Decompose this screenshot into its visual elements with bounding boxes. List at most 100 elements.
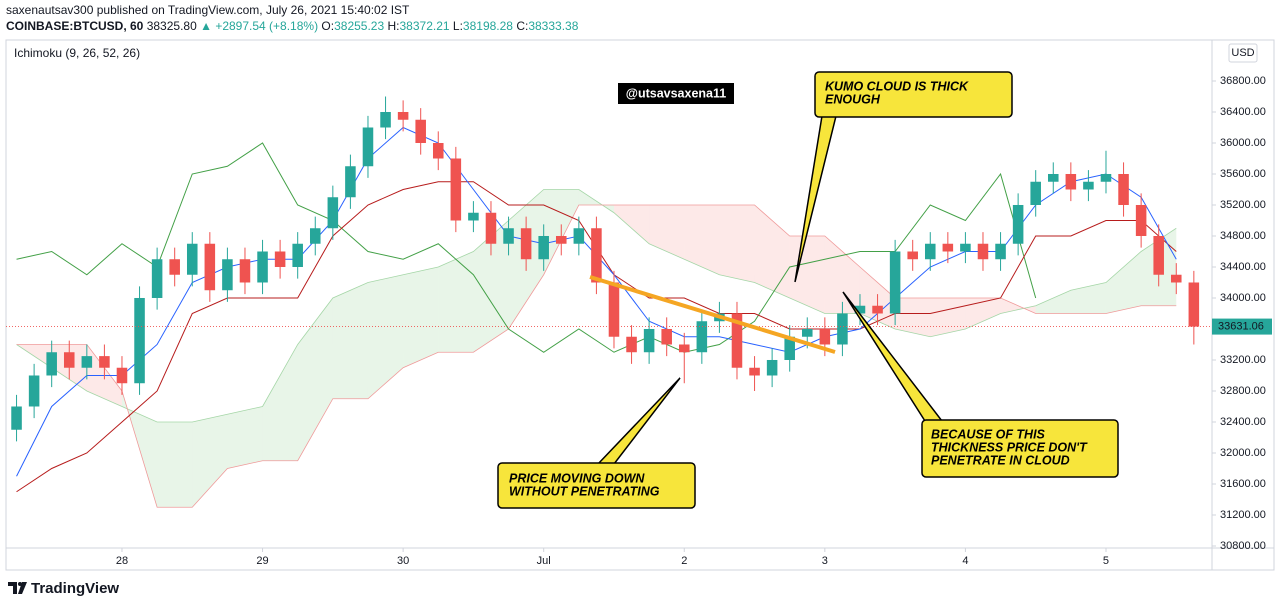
last-price-label: 33631.06 bbox=[1218, 320, 1264, 332]
y-tick-label: 34800.00 bbox=[1220, 230, 1266, 242]
y-tick-label: 34000.00 bbox=[1220, 292, 1266, 304]
candle-body bbox=[28, 375, 40, 407]
candle-body bbox=[1188, 282, 1200, 327]
x-tick-label: 28 bbox=[116, 555, 128, 567]
cloud-segment bbox=[438, 251, 474, 353]
candle-body bbox=[960, 243, 971, 252]
price: 38325.80 bbox=[147, 19, 197, 33]
candle-body bbox=[573, 228, 585, 244]
cloud-segment bbox=[403, 266, 439, 368]
candle-body bbox=[643, 328, 655, 353]
callout-text: WITHOUT PENETRATING bbox=[509, 484, 660, 498]
candle-body bbox=[872, 305, 883, 314]
candle-body bbox=[503, 228, 514, 244]
candle-body bbox=[678, 344, 690, 353]
candle-body bbox=[1153, 235, 1164, 275]
x-tick-label: Jul bbox=[537, 555, 551, 567]
x-tick-label: 29 bbox=[256, 555, 268, 567]
candle-body bbox=[63, 352, 75, 368]
callout-text: KUMO CLOUD IS THICK bbox=[825, 79, 969, 93]
ohlc-value: 38333.38 bbox=[528, 19, 578, 33]
candle-body bbox=[854, 305, 866, 314]
candle-body bbox=[169, 259, 180, 275]
callout-box bbox=[814, 71, 1013, 118]
y-tick-label: 32000.00 bbox=[1220, 447, 1266, 459]
watermark-box bbox=[618, 83, 734, 104]
y-tick-label: 32400.00 bbox=[1220, 416, 1266, 428]
senkou-span-b bbox=[16, 204, 1177, 508]
y-tick-label: 36800.00 bbox=[1220, 75, 1266, 87]
candle-body bbox=[204, 243, 216, 291]
candle-body bbox=[661, 328, 672, 345]
candle-body bbox=[327, 197, 339, 229]
candle-body bbox=[81, 356, 93, 368]
brand: TradingView bbox=[31, 580, 119, 597]
cloud-segment bbox=[965, 297, 1001, 329]
candle-body bbox=[292, 243, 303, 267]
candle-body bbox=[749, 367, 760, 376]
chikou-line bbox=[16, 142, 1037, 353]
watermark: @utsavsaxena11 bbox=[626, 86, 726, 100]
x-tick-label: 3 bbox=[822, 555, 828, 567]
candle-body bbox=[801, 328, 813, 337]
callout-text: THICKNESS PRICE DON'T bbox=[931, 440, 1088, 454]
candle-body bbox=[907, 251, 918, 260]
currency: USD bbox=[1231, 47, 1254, 59]
candle-body bbox=[555, 235, 567, 244]
indicator-label: Ichimoku (9, 26, 52, 26) bbox=[14, 46, 140, 60]
candle-body bbox=[257, 251, 268, 283]
ohlc-value: 38372.21 bbox=[400, 19, 450, 33]
chart-frame bbox=[5, 39, 1275, 571]
callout-text: PENETRATE IN CLOUD bbox=[931, 453, 1070, 467]
trend-line bbox=[589, 275, 836, 354]
ohlc-value: 38198.28 bbox=[463, 19, 513, 33]
cloud-segment bbox=[895, 297, 931, 337]
logo-mark bbox=[8, 582, 17, 594]
x-tick-label: 5 bbox=[1103, 555, 1109, 567]
y-tick-label: 36000.00 bbox=[1220, 137, 1266, 149]
last-price-box bbox=[1212, 318, 1272, 335]
logo-mark bbox=[18, 582, 27, 594]
candle-body bbox=[591, 228, 602, 283]
cloud-segment bbox=[262, 344, 298, 461]
candle-body bbox=[415, 119, 426, 143]
x-tick-label: 30 bbox=[397, 555, 409, 567]
callout-text: PRICE MOVING DOWN bbox=[509, 471, 645, 485]
ohlc-label: O: bbox=[321, 19, 334, 33]
cloud-segment bbox=[227, 406, 263, 469]
cloud-segment bbox=[1035, 290, 1071, 314]
candle-body bbox=[977, 243, 989, 260]
callout-text: BECAUSE OF THIS bbox=[931, 427, 1046, 441]
y-tick-label: 35200.00 bbox=[1220, 199, 1266, 211]
cloud-segment bbox=[157, 421, 193, 508]
candle-body bbox=[538, 235, 549, 260]
candle-body bbox=[520, 228, 532, 260]
symbol: COINBASE:BTCUSD, 60 bbox=[6, 19, 144, 33]
cloud-segment bbox=[684, 204, 720, 275]
y-tick-label: 31600.00 bbox=[1220, 478, 1266, 490]
cloud-segment bbox=[789, 235, 825, 314]
candle-body bbox=[696, 321, 708, 353]
ohlc-label: L: bbox=[453, 19, 463, 33]
candle-body bbox=[432, 142, 444, 159]
cloud-segment bbox=[649, 204, 685, 260]
senkou-span-a bbox=[16, 189, 1177, 423]
candle-body bbox=[222, 259, 233, 291]
cloud-segment bbox=[1105, 251, 1142, 314]
currency-box bbox=[1228, 43, 1258, 63]
candle-body bbox=[819, 328, 831, 345]
y-tick-label: 32800.00 bbox=[1220, 385, 1266, 397]
ohlc-label: H: bbox=[388, 19, 400, 33]
candle-body bbox=[99, 356, 110, 368]
candle-body bbox=[1100, 173, 1112, 182]
ohlc-label: C: bbox=[516, 19, 528, 33]
candle-body bbox=[468, 212, 479, 221]
candle-body bbox=[1012, 204, 1024, 244]
cloud-segment bbox=[613, 204, 650, 244]
x-tick-label: 4 bbox=[962, 555, 968, 567]
y-tick-label: 34400.00 bbox=[1220, 261, 1266, 273]
cloud-segment bbox=[754, 204, 790, 298]
candle-body bbox=[134, 297, 145, 384]
cloud-segment bbox=[332, 282, 368, 399]
